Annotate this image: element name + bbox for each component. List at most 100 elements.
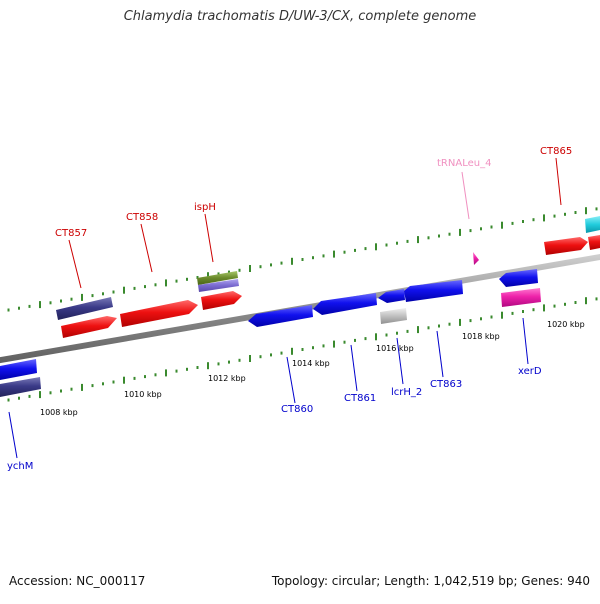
leader-ct861	[350, 344, 358, 392]
major-tick	[165, 369, 167, 377]
minor-tick	[91, 384, 94, 388]
forward-genes	[56, 216, 600, 338]
gene-label-ychm[interactable]: ychM	[7, 461, 33, 472]
ruler-tick-label: 1008 kbp	[40, 408, 78, 417]
minor-tick	[238, 268, 241, 272]
minor-tick	[154, 373, 157, 377]
gene-xerd-magenta[interactable]	[501, 288, 541, 307]
gene-ct865-next[interactable]	[588, 235, 600, 250]
gene-ct857[interactable]	[61, 316, 117, 338]
ruler: 1008 kbp 1010 kbp 1012 kbp 1014 kbp 1016…	[40, 320, 585, 417]
major-tick	[333, 340, 335, 348]
major-tick	[543, 214, 545, 222]
gene-label-trnaleu4[interactable]: tRNALeu_4	[437, 158, 491, 169]
gene-ct857-aux[interactable]	[56, 297, 113, 320]
major-tick	[459, 318, 461, 326]
minor-tick	[427, 326, 430, 330]
minor-tick	[133, 286, 136, 290]
minor-tick	[186, 367, 188, 371]
major-tick	[81, 293, 83, 301]
gene-label-ct865[interactable]: CT865	[540, 146, 572, 157]
minor-tick	[343, 250, 346, 254]
minor-tick	[480, 317, 482, 321]
minor-tick	[102, 292, 104, 296]
minor-tick	[270, 263, 272, 267]
ruler-tick-label: 1012 kbp	[208, 374, 246, 383]
label-leaders	[8, 157, 562, 459]
minor-tick	[364, 247, 367, 251]
gene-ct860[interactable]	[248, 305, 313, 327]
minor-tick	[280, 261, 283, 265]
minor-tick	[469, 229, 472, 233]
leader-ct857	[68, 239, 82, 289]
minor-tick	[406, 329, 409, 333]
minor-tick	[280, 351, 283, 355]
major-tick	[459, 228, 461, 236]
minor-tick	[259, 355, 262, 359]
gene-label-ct860[interactable]: CT860	[281, 404, 313, 415]
reverse-genes	[0, 269, 541, 397]
gene-ct861[interactable]	[313, 293, 377, 315]
gene-label-isph[interactable]: ispH	[194, 202, 216, 213]
minor-tick	[312, 256, 314, 260]
minor-tick	[490, 225, 493, 229]
minor-tick	[354, 338, 356, 342]
minor-tick	[91, 294, 94, 298]
minor-tick	[28, 394, 31, 398]
leader-ychm	[8, 411, 18, 459]
minor-tick	[102, 382, 104, 386]
gene-ychm-navy[interactable]	[0, 377, 41, 397]
minor-tick	[385, 243, 388, 247]
gene-label-ct861[interactable]: CT861	[344, 393, 376, 404]
leader-xerd	[522, 317, 529, 365]
minor-tick	[469, 319, 472, 323]
ruler-tick-label: 1010 kbp	[124, 390, 162, 399]
major-tick	[39, 391, 41, 399]
gene-lcrh2[interactable]	[380, 308, 407, 324]
minor-tick	[406, 239, 409, 243]
minor-tick	[574, 301, 577, 304]
ruler-tick-label: 1018 kbp	[462, 332, 500, 341]
gene-label-lcrh2[interactable]: lcrH_2	[391, 387, 422, 398]
minor-tick	[553, 304, 556, 308]
minor-tick	[196, 366, 199, 369]
gene-isph-lavender[interactable]	[198, 279, 239, 292]
minor-tick	[18, 396, 20, 400]
minor-tick	[490, 315, 493, 319]
gene-ychm[interactable]	[0, 359, 37, 380]
major-tick	[585, 297, 587, 305]
minor-tick	[259, 265, 262, 269]
gene-label-ct863[interactable]: CT863	[430, 379, 462, 390]
gene-label-xerd[interactable]: xerD	[518, 366, 542, 377]
minor-tick	[522, 220, 524, 223]
gene-cyan[interactable]	[585, 216, 600, 233]
minor-tick	[354, 248, 356, 252]
minor-tick	[49, 301, 52, 305]
gene-label-ct858[interactable]: CT858	[126, 212, 158, 223]
minor-tick	[144, 375, 146, 379]
major-tick	[165, 279, 167, 287]
minor-tick	[217, 272, 220, 276]
gene-xerd[interactable]	[499, 269, 538, 287]
minor-tick	[301, 258, 304, 261]
gene-ct858[interactable]	[120, 300, 198, 327]
gene-ct865[interactable]	[544, 237, 588, 255]
gene-trnaleu4[interactable]	[473, 252, 479, 265]
gene-isph-olive[interactable]	[197, 271, 238, 285]
gene-label-ct857[interactable]: CT857	[55, 228, 87, 239]
minor-tick	[574, 211, 577, 214]
gene-lcrh2-arrow[interactable]	[378, 289, 405, 303]
leader-isph	[204, 213, 214, 263]
forward-strand-ticks	[7, 207, 598, 312]
minor-tick	[228, 270, 230, 274]
minor-tick	[70, 387, 73, 391]
genome-summary-text: Topology: circular; Length: 1,042,519 bp…	[271, 574, 590, 588]
major-tick	[417, 326, 419, 334]
minor-tick	[595, 297, 598, 301]
gene-ct863[interactable]	[404, 280, 463, 302]
major-tick	[207, 272, 209, 280]
major-tick	[501, 221, 503, 229]
gene-isph[interactable]	[201, 291, 242, 310]
minor-tick	[532, 308, 535, 312]
